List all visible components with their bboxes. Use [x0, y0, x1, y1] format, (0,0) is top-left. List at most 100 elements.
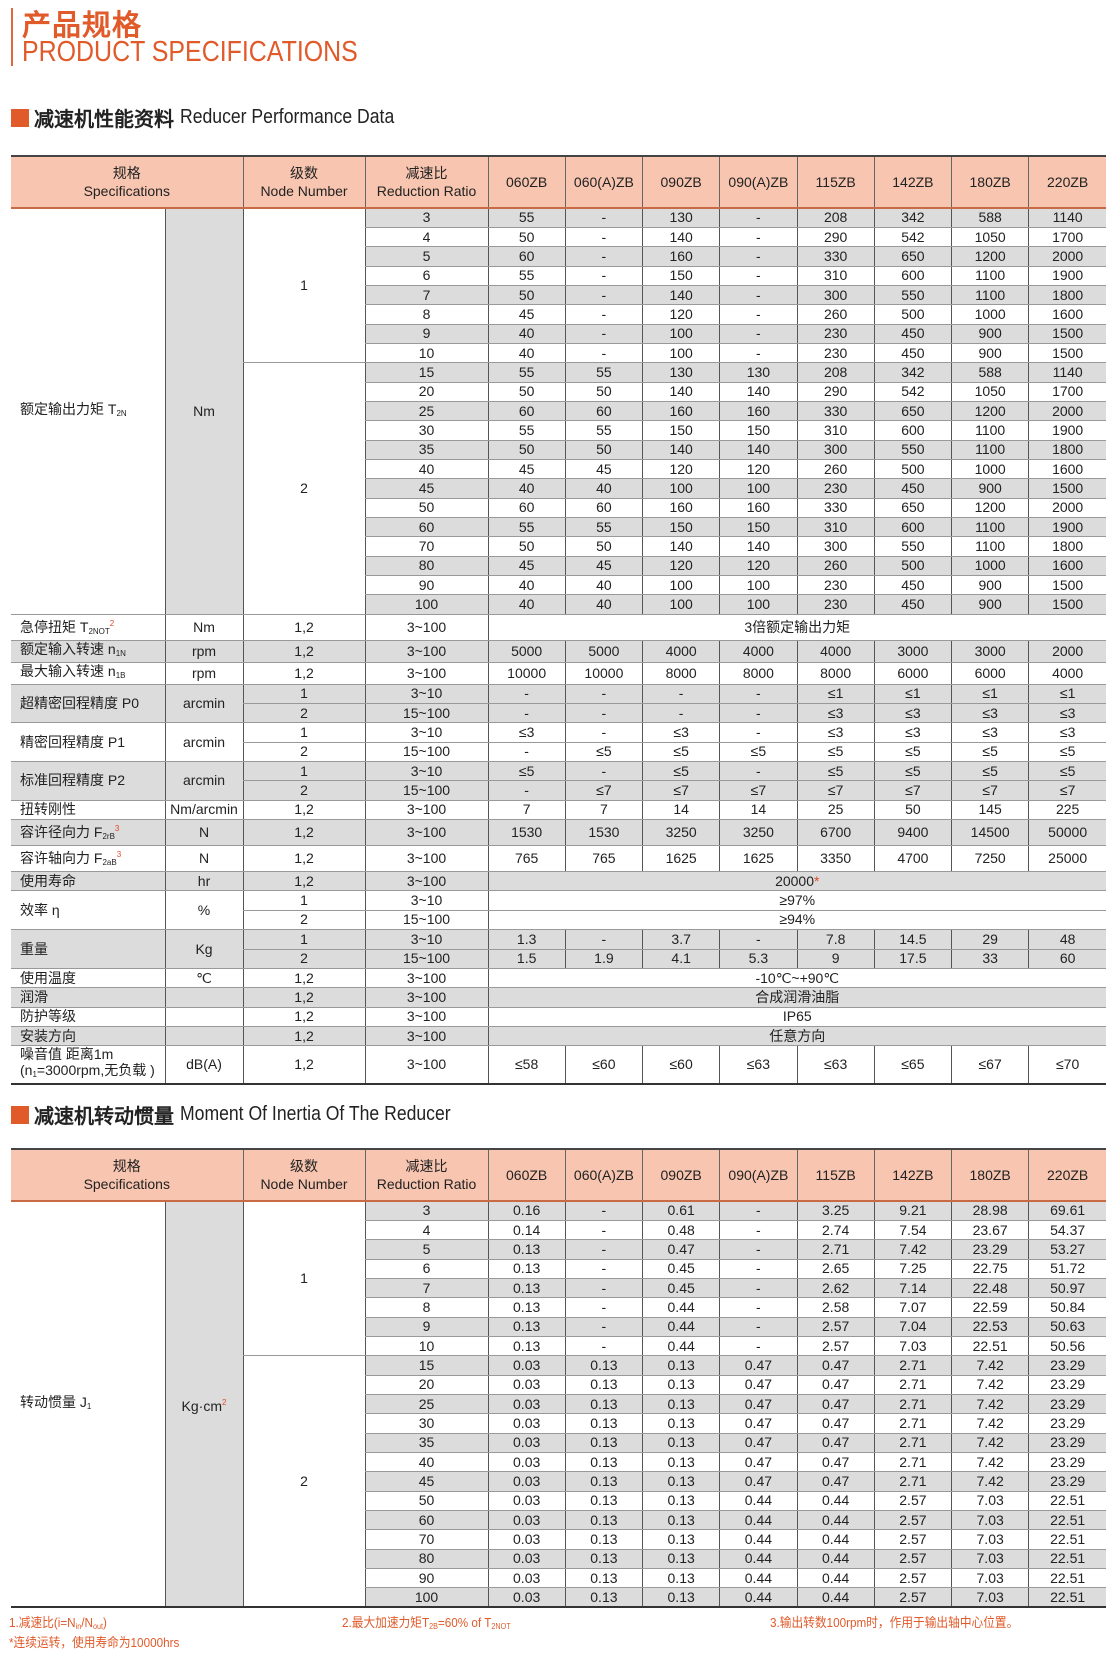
- value-cell: 300: [796, 285, 875, 306]
- value-cell: 140: [642, 440, 720, 460]
- footnote-subscript: 2NOT: [491, 1622, 511, 1631]
- footnote-subscript: out: [92, 1622, 103, 1631]
- value-cell: 0.03: [487, 1529, 566, 1550]
- value-cell: 17.5: [873, 949, 952, 969]
- value-cell: 140: [642, 227, 720, 248]
- value-cell: ≤63: [796, 1045, 875, 1086]
- value-cell: 0.47: [719, 1413, 798, 1434]
- value-cell: ≤67: [951, 1045, 1029, 1086]
- value-cell: 550: [873, 536, 952, 557]
- table-row: 4 0.14-0.48-2.74 7.54 23.67 54.37: [11, 1220, 1107, 1241]
- value-cell: 2.62: [796, 1278, 875, 1299]
- node-number: 1,2: [242, 1045, 366, 1086]
- reduction-ratio: 5: [364, 1239, 489, 1260]
- performance-table: 规格 Specifications 级数 Node Number 减速比 Reductio…: [11, 155, 1107, 1086]
- value-cell: 0.13: [642, 1452, 720, 1473]
- value-cell: 0.47: [796, 1413, 875, 1434]
- value-cell: 23.67: [951, 1220, 1029, 1241]
- reduction-ratio: 3~100: [364, 640, 489, 663]
- value-cell: 1100: [951, 285, 1029, 306]
- header-specifications: 规格 Specifications: [11, 155, 244, 209]
- value-cell: 542: [873, 227, 952, 248]
- value-cell: 48: [1028, 929, 1107, 950]
- unit-label: hr: [164, 871, 244, 892]
- value-cell: 50.63: [1028, 1317, 1107, 1337]
- value-cell: 40: [564, 478, 643, 499]
- value-cell: 2.57: [873, 1587, 952, 1609]
- value-cell: 2.57: [873, 1568, 952, 1589]
- spec-label: 容许径向力 F2rB3: [11, 819, 165, 847]
- value-cell: 550: [873, 440, 952, 460]
- value-cell: 23.29: [1028, 1471, 1107, 1492]
- value-cell: 3250: [642, 819, 720, 847]
- value-cell: 0.13: [642, 1433, 720, 1453]
- value-cell: 2.57: [796, 1317, 875, 1337]
- value-cell: 45: [487, 556, 566, 577]
- unit-label: arcmin: [164, 684, 244, 724]
- label-subscript: 2NOT: [88, 626, 110, 636]
- value-cell: -: [719, 227, 798, 248]
- value-cell: 588: [951, 362, 1029, 383]
- header-model: 090(A)ZB: [719, 1148, 798, 1202]
- value-cell: 7.03: [951, 1568, 1029, 1589]
- table-row: 90 0.03 0.13 0.13 0.44 0.44 2.57 7.03 22.51: [11, 1568, 1107, 1589]
- table-row: 2 15~100 1.5 1.9 4.1 5.3 9 17.5 33 60: [11, 949, 1107, 969]
- value-cell: 50: [873, 800, 952, 821]
- merged-value-text: ≥97%: [779, 892, 816, 909]
- merged-value-text: 20000: [775, 872, 814, 889]
- value-cell: 7.42: [951, 1471, 1029, 1492]
- value-cell: 1530: [564, 819, 643, 847]
- value-cell: 50: [487, 285, 566, 306]
- section-marker-icon: [11, 1105, 29, 1124]
- reduction-ratio: 30: [364, 1413, 489, 1434]
- value-cell: -: [487, 742, 566, 763]
- value-cell: 53.27: [1028, 1239, 1107, 1260]
- header-node-number: 级数 Node Number: [242, 1148, 366, 1202]
- value-cell: 100: [719, 478, 798, 499]
- value-cell: 145: [951, 800, 1029, 821]
- value-cell: 2.71: [873, 1471, 952, 1492]
- value-cell: ≤5: [873, 761, 952, 782]
- value-cell: -: [719, 246, 798, 267]
- footnote-life: *连续运转，使用寿命为10000hrs: [9, 1632, 179, 1651]
- value-cell: 50: [487, 382, 566, 402]
- table-row: 使用温度 ℃ 1,2 3~100 -10℃~+90℃: [11, 968, 1107, 989]
- unit-label: Nm/arcmin: [164, 800, 244, 821]
- value-cell: 69.61: [1028, 1201, 1107, 1221]
- value-cell: 1500: [1028, 343, 1107, 364]
- value-cell: 650: [873, 498, 952, 519]
- value-cell: 2.71: [873, 1452, 952, 1473]
- header-en: Node Number: [260, 183, 348, 199]
- value-cell: 2.71: [873, 1394, 952, 1415]
- value-cell: 1500: [1028, 324, 1107, 344]
- unit-label: arcmin: [164, 722, 244, 763]
- value-cell: 0.03: [487, 1452, 566, 1473]
- value-cell: 100: [719, 594, 798, 615]
- value-cell: 0.13: [564, 1413, 643, 1434]
- value-cell: 208: [796, 208, 875, 228]
- table-row: 70 50 50 140 140 300 550 1100 1800: [11, 536, 1107, 557]
- value-cell: 0.13: [487, 1259, 566, 1279]
- header-model: 060ZB: [487, 155, 566, 209]
- reduction-ratio: 90: [364, 575, 489, 596]
- merged-value: IP65: [487, 1007, 1107, 1027]
- value-cell: -: [719, 929, 798, 950]
- value-cell: -: [564, 1336, 643, 1357]
- reduction-ratio: 3~100: [364, 800, 489, 821]
- value-cell: -: [564, 703, 643, 724]
- value-cell: 0.16: [487, 1201, 566, 1221]
- value-cell: 14: [642, 800, 720, 821]
- value-cell: 1000: [951, 556, 1029, 577]
- value-cell: 0.47: [719, 1355, 798, 1376]
- value-cell: 0.13: [642, 1529, 720, 1550]
- value-cell: 1200: [951, 498, 1029, 519]
- table-row: 35 0.03 0.13 0.13 0.47 0.47 2.71 7.42 23.29: [11, 1433, 1107, 1453]
- header-cn: 规格: [112, 1158, 141, 1174]
- table-row: 6 55-150-310 600 1100 1900: [11, 266, 1107, 286]
- title-bar: [11, 8, 13, 66]
- reduction-ratio: 3~10: [364, 722, 489, 743]
- value-cell: 0.13: [642, 1413, 720, 1434]
- value-cell: 1500: [1028, 594, 1107, 615]
- value-cell: 5.3: [719, 949, 798, 969]
- node-number: 1: [242, 890, 366, 911]
